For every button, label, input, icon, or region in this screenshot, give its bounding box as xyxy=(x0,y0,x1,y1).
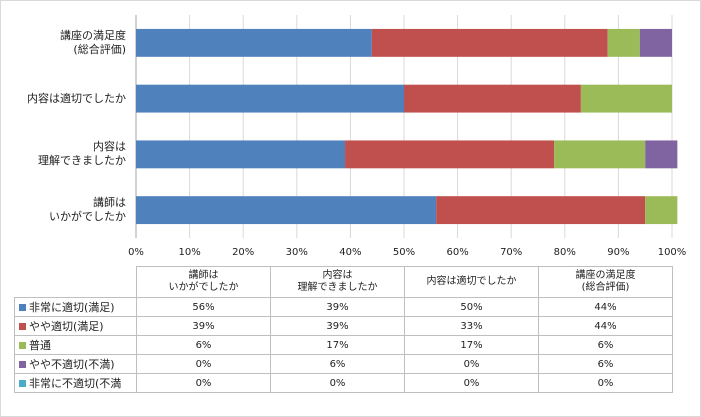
series-name-cell: 非常に適切(満足) xyxy=(14,297,137,317)
table-cell: 6% xyxy=(538,354,673,374)
table-cell: 0% xyxy=(270,373,405,393)
table-column-header: 講師は いかがでしたか xyxy=(136,266,271,298)
table-cell: 39% xyxy=(270,297,405,317)
bar-segment xyxy=(404,84,581,113)
category-label: 内容は 理解できましたか xyxy=(38,140,126,168)
legend-key xyxy=(19,360,26,368)
series-name: やや不適切(不満) xyxy=(29,358,115,371)
table-cell: 50% xyxy=(404,297,539,317)
bar-segment xyxy=(436,196,646,225)
series-name-cell: やや適切(満足) xyxy=(14,316,137,336)
bar-segment xyxy=(136,28,372,57)
table-column-header: 講座の満足度 (総合評価) xyxy=(538,266,673,298)
bar-segment xyxy=(607,28,640,57)
table-cell: 17% xyxy=(404,335,539,355)
table-cell: 39% xyxy=(270,316,405,336)
table-row: やや適切(満足) 39% 39% 33% 44% xyxy=(14,316,673,336)
table-cell: 0% xyxy=(136,354,271,374)
bar-segment xyxy=(554,140,646,169)
table-row: 普通 6% 17% 17% 6% xyxy=(14,335,673,355)
table-row: やや不適切(不満) 0% 6% 0% 6% xyxy=(14,354,673,374)
series-name: 非常に適切(満足) xyxy=(29,301,115,314)
x-tick-label: 100% xyxy=(657,247,687,258)
table-cell: 56% xyxy=(136,297,271,317)
x-tick-label: 70% xyxy=(500,247,523,258)
x-tick-label: 50% xyxy=(392,247,416,258)
table-cell: 44% xyxy=(538,297,673,317)
legend-key xyxy=(19,322,26,330)
bar-segment xyxy=(645,140,678,169)
data-table: 講師は いかがでしたか 内容は 理解できましたか 内容は適切でしたか 講座の満足度 (… xyxy=(14,266,673,393)
table-cell: 44% xyxy=(538,316,673,336)
x-tick-label: 0% xyxy=(128,247,144,258)
bar-segment xyxy=(136,196,437,225)
table-row: 非常に適切(満足) 56% 39% 50% 44% xyxy=(14,297,673,317)
table-row: 非常に不適切(不満 0% 0% 0% 0% xyxy=(14,373,673,393)
category-label: 講師は いかがでしたか xyxy=(49,196,126,224)
stacked-bar-chart xyxy=(135,15,678,238)
x-tick-label: 60% xyxy=(446,247,469,258)
table-cell: 6% xyxy=(538,335,673,355)
bar-segment xyxy=(136,140,346,169)
x-tick-label: 30% xyxy=(285,247,308,258)
series-name: 普通 xyxy=(29,339,51,352)
series-name-cell: やや不適切(不満) xyxy=(14,354,137,374)
bar-segment xyxy=(639,28,672,57)
table-cell: 39% xyxy=(136,316,271,336)
table-corner xyxy=(14,266,137,298)
bar-segment xyxy=(371,28,608,57)
bar-segment xyxy=(345,140,555,169)
x-tick-label: 10% xyxy=(178,247,201,258)
legend-key xyxy=(19,341,26,349)
x-tick-label: 20% xyxy=(232,247,255,258)
table-cell: 6% xyxy=(270,354,405,374)
legend-key xyxy=(19,379,26,387)
table-cell: 0% xyxy=(404,354,539,374)
table-column-header: 内容は適切でしたか xyxy=(404,266,539,298)
x-tick-label: 80% xyxy=(553,247,576,258)
bar-segment xyxy=(580,84,672,113)
series-name: やや適切(満足) xyxy=(29,320,104,333)
table-cell: 17% xyxy=(270,335,405,355)
x-tick-label: 90% xyxy=(607,247,630,258)
table-column-header: 内容は 理解できましたか xyxy=(270,266,405,298)
bar-segment xyxy=(136,84,404,113)
table-cell: 33% xyxy=(404,316,539,336)
category-label: 内容は適切でしたか xyxy=(27,91,126,105)
table-cell: 6% xyxy=(136,335,271,355)
table-cell: 0% xyxy=(404,373,539,393)
table-header-row: 講師は いかがでしたか 内容は 理解できましたか 内容は適切でしたか 講座の満足度 (… xyxy=(14,266,673,298)
series-name: 非常に不適切(不満 xyxy=(29,377,122,390)
table-cell: 0% xyxy=(538,373,673,393)
table-cell: 0% xyxy=(136,373,271,393)
series-name-cell: 非常に不適切(不満 xyxy=(14,373,137,393)
category-label: 講座の満足度 (総合評価) xyxy=(60,28,126,56)
series-name-cell: 普通 xyxy=(14,335,137,355)
x-tick-label: 40% xyxy=(339,247,362,258)
legend-key xyxy=(19,303,26,311)
bar-segment xyxy=(645,196,678,225)
